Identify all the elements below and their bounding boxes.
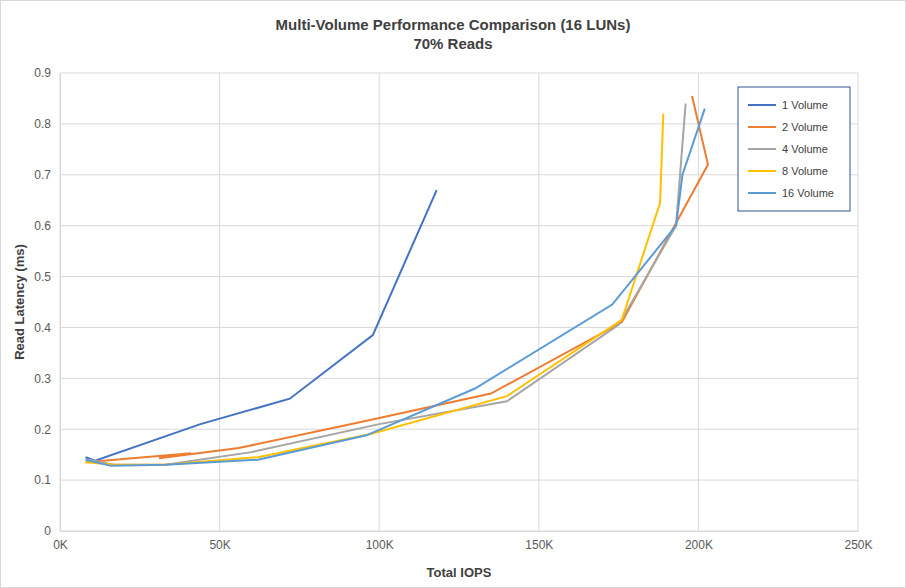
tick-label: 150K (525, 538, 553, 552)
legend-swatch (748, 192, 776, 194)
legend-label: 4 Volume (782, 143, 828, 155)
axis-line (61, 531, 859, 532)
grid (60, 73, 858, 531)
tick-label: 0.9 (34, 66, 51, 80)
tick-label: 0.3 (34, 372, 51, 386)
title: Multi-Volume Performance Comparison (16 … (276, 16, 631, 33)
tick: 150K (525, 531, 553, 552)
tick: 200K (685, 531, 713, 552)
grid-line-x (538, 73, 539, 531)
tick: 0 (44, 524, 60, 538)
tick-label: 0.4 (34, 321, 51, 335)
grid-line-y (60, 327, 858, 328)
legend-label: 1 Volume (782, 99, 828, 111)
tick: 100K (366, 531, 394, 552)
chart-border (1, 1, 906, 588)
grid-line-x (379, 73, 380, 531)
series-line (89, 104, 686, 465)
grid-line-x (698, 73, 699, 531)
tick-label: 0.2 (34, 423, 51, 437)
tick: 0.7 (34, 168, 60, 182)
tick-label: 50K (209, 538, 230, 552)
tick-label: 0.8 (34, 117, 51, 131)
legend-swatch (748, 148, 776, 150)
legend-label: 8 Volume (782, 165, 828, 177)
tick-label: 0.6 (34, 219, 51, 233)
tick: 0.5 (34, 270, 60, 284)
tick: 0.2 (34, 423, 60, 437)
tick: 0.3 (34, 372, 60, 386)
grid-line-y (60, 480, 858, 481)
grid-line-y (60, 225, 858, 226)
series-line (86, 190, 437, 461)
tick: 250K (844, 531, 872, 552)
tick: 0.6 (34, 219, 60, 233)
tick-label: 0.1 (34, 473, 51, 487)
tick: 0K (53, 531, 68, 552)
grid-line-y (60, 276, 858, 277)
grid-line-y (60, 531, 858, 532)
plot-area (86, 96, 708, 466)
x-axis-title: Total IOPS (427, 565, 492, 580)
chart: 0K 50K 100K 150K 200K 250K 0 0.1 0.2 0.3 0.4 0.5 0.6… (0, 0, 906, 588)
series-line (86, 109, 705, 466)
y-axis-title: Read Latency (ms) (12, 244, 27, 360)
legend-label: 2 Volume (782, 121, 828, 133)
grid-line-y (60, 378, 858, 379)
tick: 0.4 (34, 321, 60, 335)
legend-box (738, 87, 850, 211)
tick-label: 200K (685, 538, 713, 552)
tick-label: 0.7 (34, 168, 51, 182)
tick-label: 0 (44, 524, 51, 538)
tick: 50K (209, 531, 230, 552)
tick: 0.8 (34, 117, 60, 131)
series-line (86, 114, 664, 465)
tick: 0.9 (34, 66, 60, 80)
subtitle: 70% Reads (413, 35, 492, 52)
axis-line (60, 74, 61, 532)
grid-line-y (60, 429, 858, 430)
tick: 0.1 (34, 473, 60, 487)
legend-label: 16 Volume (782, 187, 834, 199)
series-line (86, 96, 708, 462)
grid-line-x (60, 73, 61, 531)
legend: 1 Volume 2 Volume 4 Volume 8 Volume 16 Volum… (738, 87, 850, 211)
tick-label: 100K (366, 538, 394, 552)
legend-swatch (748, 126, 776, 128)
grid-line-x (858, 73, 859, 531)
legend-swatch (748, 170, 776, 172)
y-axis: 0 0.1 0.2 0.3 0.4 0.5 0.6 0.7 0.8 0.9 (34, 66, 60, 538)
x-axis: 0K 50K 100K 150K 200K 250K (53, 531, 872, 552)
grid-line-y (60, 73, 858, 74)
legend-swatch (748, 104, 776, 106)
tick-label: 0.5 (34, 270, 51, 284)
tick-label: 250K (844, 538, 872, 552)
tick-label: 0K (53, 538, 68, 552)
